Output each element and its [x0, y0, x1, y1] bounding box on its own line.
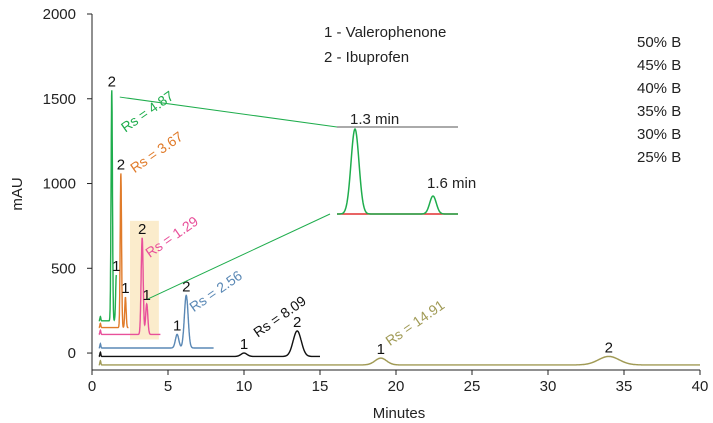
peak-label-50b-2: 2	[108, 73, 116, 90]
zoom-inset: 1.3 min 1.6 min	[119, 96, 476, 300]
resolution-label-35b: Rs = 2.56	[186, 267, 245, 315]
legend-item-45b: 45% B	[637, 57, 681, 74]
legend-item-25b: 25% B	[637, 149, 681, 166]
trace-40b	[98, 237, 161, 336]
y-tick-label: 1000	[43, 176, 76, 193]
peak-label-35b-2: 2	[182, 278, 190, 295]
peak-label-50b-1: 1	[112, 258, 120, 275]
peak-label-25b-2: 2	[605, 339, 613, 356]
axes: 0 5 10 15 20 25 30 35 40 0 500 1000 1500 2000	[43, 6, 709, 395]
y-tick-label: 1500	[43, 91, 76, 108]
x-tick-label: 35	[616, 378, 633, 395]
zoom-annotation-1: 1.3 min	[350, 111, 399, 128]
legend-item-30b: 30% B	[637, 126, 681, 143]
legend: 50% B 45% B 40% B 35% B 30% B 25% B	[637, 34, 681, 166]
x-tick-label: 30	[540, 378, 557, 395]
legend-item-40b: 40% B	[637, 80, 681, 97]
x-tick-label: 5	[164, 378, 172, 395]
trace-35b	[98, 294, 214, 349]
peak-label-35b-1: 1	[173, 317, 181, 334]
peak-label-30b-2: 2	[293, 314, 301, 331]
y-tick-label: 0	[68, 345, 76, 362]
compound-label-1: 1 - Valerophenone	[324, 24, 446, 41]
trace-30b	[98, 330, 320, 358]
x-axis-label: Minutes	[373, 405, 426, 422]
resolution-label-50b: Rs = 4.87	[118, 87, 177, 135]
legend-item-50b: 50% B	[637, 34, 681, 51]
trace-25b	[98, 355, 700, 366]
x-tick-label: 40	[692, 378, 709, 395]
y-axis-label: mAU	[9, 177, 26, 210]
peak-label-40b-2: 2	[138, 221, 146, 238]
trace-45b	[98, 173, 129, 329]
y-tick-label: 2000	[43, 6, 76, 23]
resolution-label-25b: Rs = 14.91	[382, 296, 447, 348]
peak-label-45b-2: 2	[117, 156, 125, 173]
y-tick-label: 500	[51, 260, 76, 277]
x-tick-label: 0	[88, 378, 96, 395]
peak-label-40b-1: 1	[143, 287, 151, 304]
zoom-connector-bottom	[148, 213, 331, 300]
zoom-trace	[337, 127, 458, 215]
zoom-connector-top	[119, 96, 338, 128]
compound-label-2: 2 - Ibuprofen	[324, 49, 409, 66]
peak-label-45b-1: 1	[121, 280, 129, 297]
x-tick-label: 10	[236, 378, 253, 395]
peak-label-30b-1: 1	[240, 336, 248, 353]
x-tick-label: 15	[312, 378, 329, 395]
x-tick-label: 25	[464, 378, 481, 395]
trace-50b	[98, 90, 117, 322]
resolution-label-45b: Rs = 3.67	[127, 128, 186, 176]
zoom-annotation-2: 1.6 min	[427, 175, 476, 192]
peak-label-25b-1: 1	[377, 341, 385, 358]
legend-item-35b: 35% B	[637, 103, 681, 120]
x-tick-label: 20	[388, 378, 405, 395]
